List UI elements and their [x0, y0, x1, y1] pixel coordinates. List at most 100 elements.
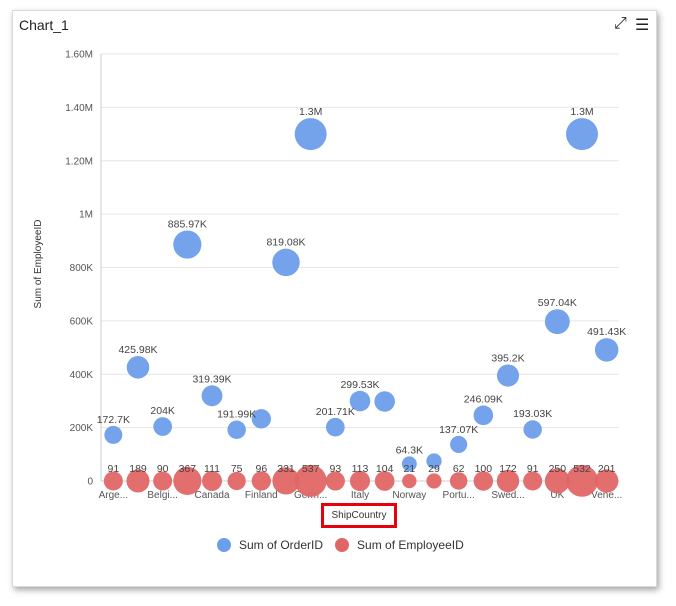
data-label-employeeid: 113 — [352, 463, 369, 475]
y-axis-ticks: 0 200K 400K 600K 800K 1M 1.20M 1.40M 1.60M — [65, 50, 93, 488]
bubble-orderid[interactable] — [251, 409, 271, 429]
bubble-employeeid[interactable] — [126, 469, 150, 493]
bubble-employeeid[interactable] — [201, 470, 223, 491]
legend-swatch-orderid — [217, 538, 231, 552]
x-axis-ticks: Arge...Belgi...CanadaFinlandGerm...Italy… — [99, 490, 623, 501]
data-label-employeeid: 100 — [475, 463, 493, 475]
y-tick-label: 1.40M — [65, 103, 93, 114]
data-label-orderid: 425.98K — [118, 344, 157, 356]
hamburger-menu-icon[interactable]: ☰ — [635, 17, 650, 34]
bubble-employeeid[interactable] — [426, 473, 442, 489]
bubble-orderid[interactable] — [426, 453, 442, 469]
x-tick-label: Italy — [351, 490, 369, 501]
bubble-employeeid[interactable] — [272, 467, 300, 495]
data-label-orderid: 137.07K — [439, 424, 478, 436]
data-label-employeeid: 96 — [255, 463, 267, 475]
data-label-orderid: 204K — [150, 405, 175, 417]
bubble-orderid[interactable] — [566, 118, 598, 151]
legend: Sum of OrderID Sum of EmployeeID — [217, 538, 476, 552]
y-tick-label: 1M — [79, 210, 93, 221]
x-tick-label: Norway — [392, 490, 426, 501]
bubble-orderid[interactable] — [126, 356, 150, 379]
data-label-orderid: 191.99K — [217, 409, 256, 421]
data-label-orderid: 299.53K — [340, 379, 379, 391]
x-tick-label: Canada — [194, 490, 229, 501]
bubble-orderid[interactable] — [272, 248, 300, 277]
bubble-orderid[interactable] — [104, 425, 123, 444]
bubble-employeeid[interactable] — [325, 471, 345, 491]
data-label-orderid: 491.43K — [587, 326, 626, 338]
legend-item-employeeid[interactable]: Sum of EmployeeID — [335, 538, 464, 552]
bubble-orderid[interactable] — [401, 456, 417, 472]
bubble-employeeid[interactable] — [449, 472, 468, 490]
legend-label-orderid: Sum of OrderID — [239, 538, 324, 552]
x-tick-label: Belgi... — [147, 490, 178, 501]
data-label-orderid: 395.2K — [491, 352, 524, 364]
data-label-employeeid: 189 — [129, 463, 147, 475]
bubble-employeeid[interactable] — [496, 469, 520, 493]
x-axis-title: ShipCountry — [321, 503, 397, 528]
bubble-orderid[interactable] — [594, 338, 619, 362]
bubble-orderid[interactable] — [496, 364, 520, 387]
bubble-employeeid[interactable] — [374, 471, 395, 491]
y-axis-title: Sum of EmployeeID — [33, 220, 44, 309]
y-tick-label: 0 — [87, 477, 93, 488]
bubble-orderid[interactable] — [523, 420, 542, 439]
bubble-orderid[interactable] — [326, 417, 345, 437]
x-tick-label: Portu... — [443, 490, 475, 501]
bubble-employeeid[interactable] — [103, 471, 123, 491]
bubble-employeeid[interactable] — [566, 464, 598, 497]
x-tick-label: Arge... — [99, 490, 128, 501]
bubble-employeeid[interactable] — [523, 471, 543, 491]
bubble-employeeid[interactable] — [594, 469, 619, 493]
data-label-employeeid: 201 — [598, 463, 616, 475]
bubble-employeeid[interactable] — [402, 473, 417, 489]
bubble-orderid[interactable] — [374, 391, 395, 412]
legend-swatch-employeeid — [335, 538, 350, 552]
data-label-orderid: 64.3K — [396, 444, 423, 456]
data-label-employeeid: 532 — [573, 463, 591, 475]
bubble-employeeid[interactable] — [227, 471, 246, 491]
bubble-employeeid[interactable] — [349, 470, 371, 492]
bubble-orderid[interactable] — [294, 118, 327, 151]
bubble-orderid[interactable] — [153, 417, 173, 436]
y-tick-label: 200K — [70, 423, 94, 434]
legend-label-employeeid: Sum of EmployeeID — [357, 538, 464, 552]
bubble-chart: 0 200K 400K 600K 800K 1M 1.20M 1.40M 1.60M Arge.… — [33, 50, 627, 502]
y-tick-label: 1.20M — [65, 156, 93, 167]
bubble-orderid[interactable] — [473, 405, 494, 426]
legend-item-orderid[interactable]: Sum of OrderID — [217, 538, 323, 552]
data-label-employeeid: 250 — [549, 463, 567, 475]
bubble-employeeid[interactable] — [294, 464, 327, 497]
bubble-orderid[interactable] — [450, 435, 468, 453]
data-label-employeeid: 91 — [527, 463, 539, 475]
data-label-employeeid: 331 — [277, 463, 295, 475]
expand-icon[interactable]: ⤢ — [614, 15, 627, 32]
bubble-orderid[interactable] — [201, 385, 223, 407]
data-label-employeeid: 172 — [499, 463, 517, 475]
data-label-orderid: 193.03K — [513, 408, 552, 420]
data-label-employeeid: 537 — [302, 463, 320, 475]
bubble-orderid[interactable] — [173, 230, 202, 259]
data-label-employeeid: 62 — [453, 463, 465, 475]
data-label-employeeid: 93 — [329, 463, 341, 475]
bubble-orderid[interactable] — [544, 309, 570, 335]
bubble-marks — [103, 118, 619, 497]
data-label-orderid: 819.08K — [266, 237, 305, 249]
data-label-orderid: 597.04K — [538, 297, 577, 309]
chart-card: Chart_1 ⤢ ☰ 0 200K 400K 600K 800K 1M 1.20M 1.40… — [12, 10, 657, 587]
data-label-employeeid: 29 — [428, 463, 440, 475]
bubble-employeeid[interactable] — [173, 466, 202, 495]
data-label-employeeid: 90 — [157, 463, 169, 475]
bubble-employeeid[interactable] — [251, 471, 271, 491]
bubble-employeeid[interactable] — [544, 468, 570, 494]
bubble-orderid[interactable] — [227, 420, 246, 439]
chart-title: Chart_1 — [19, 17, 69, 33]
bubble-orderid[interactable] — [349, 390, 371, 412]
data-label-orderid: 319.39K — [192, 373, 231, 385]
x-tick-label: Swed... — [491, 490, 524, 501]
y-tick-label: 800K — [70, 263, 94, 274]
bubble-employeeid[interactable] — [153, 471, 173, 491]
bubble-employeeid[interactable] — [473, 471, 494, 491]
data-labels: 91 189 90 367 111 75 96 331 537 93 113 104 21 29 62 100… — [97, 106, 627, 475]
